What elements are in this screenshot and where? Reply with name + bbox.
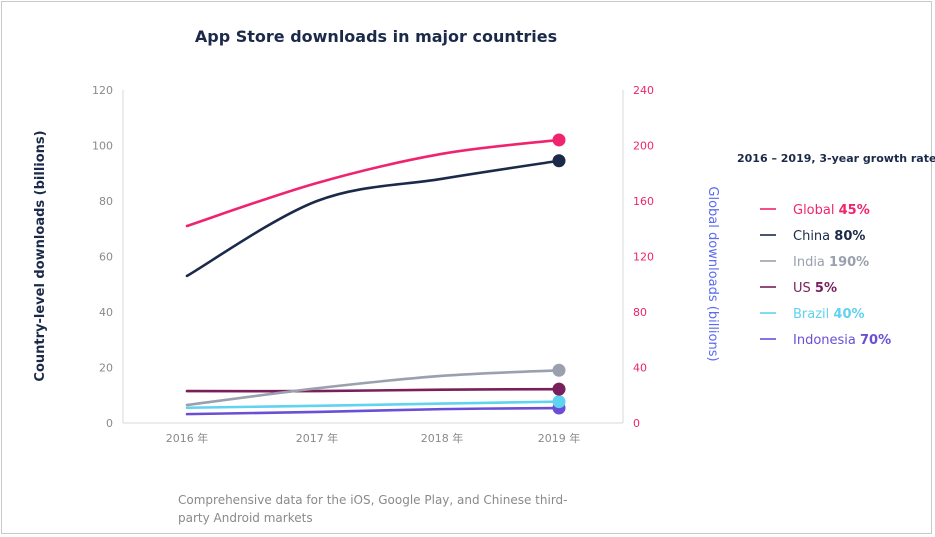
legend-label-us: US 5% [793,281,837,296]
y-tick-label-left: 80 [99,195,113,208]
y-tick-label-right: 0 [633,417,640,430]
legend-growth-brazil: 40% [833,307,864,322]
series-line-global [185,138,561,228]
y-tick-label-left: 100 [92,140,113,153]
series-line-china [185,159,561,278]
y-tick-label-left: 60 [99,251,113,264]
chart-title: App Store downloads in major countries [195,27,557,46]
axes: 0 20 40 60 80 100 120 0 40 80 120 160 200 240 2016 年 20… [92,84,654,445]
x-tick-label: 2019 年 [538,431,581,445]
plot-area [185,133,566,416]
footnote: Comprehensive data for the iOS, Google P… [178,493,568,525]
x-tick-label: 2016 年 [166,431,209,445]
y-tick-label-right: 240 [633,84,654,97]
series-line-us [185,387,561,393]
y-tick-label-left: 0 [106,417,113,430]
y-tick-label-left: 20 [99,362,113,375]
series-end-marker-us [552,382,566,396]
series-end-marker-global [552,133,566,147]
y-tick-label-right: 120 [633,251,654,264]
y-tick-label-right: 80 [633,306,647,319]
series-line-indonesia [185,406,561,416]
legend: Global 45% China 80% India 190% US 5% Brazil… [760,203,891,348]
y-tick-label-left: 120 [92,84,113,97]
legend-label-china: China 80% [793,229,865,244]
series-line-india [185,368,561,407]
series-end-marker-brazil [552,395,566,409]
series-end-marker-china [552,154,566,168]
x-tick-label: 2017 年 [296,431,339,445]
legend-label-brazil: Brazil 40% [793,307,865,322]
legend-title: 2016 – 2019, 3-year growth rate [737,152,935,165]
y-tick-label-right: 200 [633,140,654,153]
legend-growth-us: 5% [815,281,837,296]
series-line-brazil [185,400,561,410]
legend-label-global: Global 45% [793,203,870,218]
series-end-marker-india [552,363,566,377]
legend-label-indonesia: Indonesia 70% [793,333,891,348]
y-tick-label-right: 40 [633,362,647,375]
y-tick-label-right: 160 [633,195,654,208]
legend-growth-india: 190% [829,255,869,270]
x-tick-label: 2018 年 [421,431,464,445]
legend-growth-china: 80% [834,229,865,244]
legend-growth-global: 45% [839,203,870,218]
y-axis-label-left: Country-level downloads (billions) [33,130,48,381]
legend-label-india: India 190% [793,255,869,270]
legend-growth-indonesia: 70% [860,333,891,348]
y-tick-label-left: 40 [99,306,113,319]
y-axis-label-right: Global downloads (billions) [705,186,720,361]
